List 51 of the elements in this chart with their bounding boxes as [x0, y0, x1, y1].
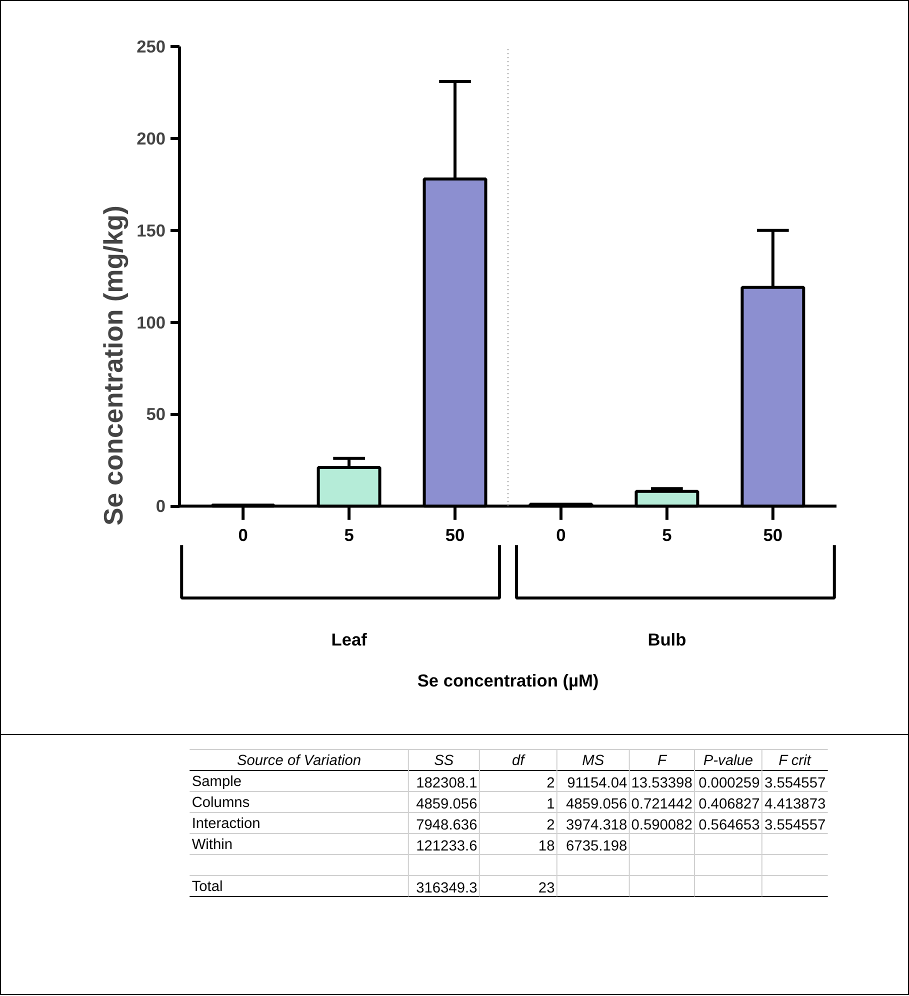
text: 91154.04 — [567, 776, 628, 792]
text: F — [657, 753, 668, 769]
text: 4.413873 — [764, 796, 826, 812]
text: 0.721442 — [631, 796, 692, 812]
text: 13.53398 — [631, 776, 692, 792]
text: 1 — [546, 796, 555, 812]
text: 4859.056 — [566, 796, 628, 812]
text: Within — [192, 837, 233, 853]
x-tick-label: 5 — [344, 525, 354, 546]
text: 23 — [538, 880, 555, 896]
text: Columns — [192, 795, 250, 811]
text: 4859.056 — [416, 796, 478, 812]
y-tick-label: 250 — [136, 36, 166, 57]
source-note: Source of Variation — [236, 753, 362, 769]
text: F crit — [778, 753, 812, 769]
y-axis-title: Se concentration (mg/kg) — [98, 206, 129, 526]
text: df — [512, 753, 526, 769]
text: 2 — [546, 776, 555, 792]
text: Leaf — [331, 629, 368, 650]
y-tick-label: 100 — [136, 312, 166, 332]
y-tick-label: 150 — [136, 220, 166, 240]
x-tick-label: 0 — [238, 525, 248, 546]
x-tick-label: 5 — [662, 525, 672, 546]
text: Bulb — [648, 629, 686, 650]
text: 0.406827 — [698, 796, 760, 812]
text: 0.564653 — [698, 818, 760, 834]
text: 316349.3 — [416, 880, 478, 896]
y-tick-label: 50 — [146, 404, 166, 424]
x-tick-label: 50 — [445, 525, 465, 546]
text: 6735.198 — [566, 838, 628, 854]
text: Sample — [192, 774, 242, 790]
text: P-value — [703, 753, 754, 769]
text: 18 — [538, 838, 555, 854]
text: SS — [434, 753, 454, 769]
text: Interaction — [192, 816, 260, 832]
text: MS — [582, 753, 604, 769]
text: 182308.1 — [416, 776, 478, 792]
text: 7948.636 — [416, 818, 478, 834]
text: 3.554557 — [764, 776, 826, 792]
text: Total — [192, 879, 223, 895]
x-tick-label: 50 — [763, 525, 783, 546]
text: 0.000259 — [698, 776, 760, 792]
y-tick-label: 200 — [136, 128, 166, 149]
text: 3974.318 — [566, 818, 628, 834]
y-tick-label: 0 — [156, 496, 166, 516]
text: 3.554557 — [764, 818, 826, 834]
text: 121233.6 — [416, 838, 478, 854]
text: 0.590082 — [631, 818, 692, 834]
text: Se concentration (µM) — [417, 670, 599, 691]
text: 2 — [546, 818, 555, 834]
x-tick-label: 0 — [556, 525, 566, 546]
